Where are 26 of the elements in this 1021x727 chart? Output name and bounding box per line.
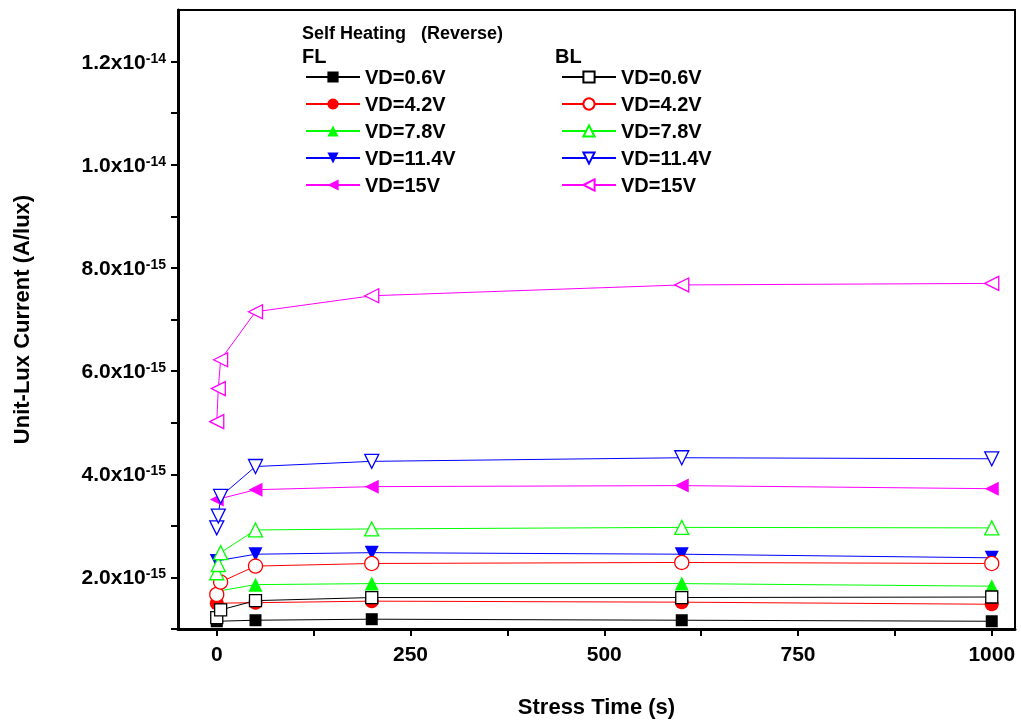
legend-label: VD=4.2V <box>365 93 447 115</box>
legend-label: VD=11.4V <box>365 147 457 169</box>
legend-label: VD=0.6V <box>365 66 447 88</box>
y-tick-label: 4.0x10$^{-15}$ <box>81 461 166 488</box>
x-tick-label: 1000 <box>968 642 1016 665</box>
y-tick-label: 1.0x10$^{-14}$ <box>81 151 166 178</box>
y-tick-label: 1.2x10$^{-14}$ <box>81 48 166 75</box>
y-tick-label: 2.0x10$^{-15}$ <box>81 564 166 591</box>
legend-title: Self Heating (Reverse) <box>302 23 504 43</box>
y-axis-title: Unit-Lux Current (A/lux) <box>8 194 34 445</box>
x-tick-label: 0 <box>210 642 223 665</box>
legend-label: VD=15V <box>365 174 441 196</box>
legend-label: VD=15V <box>621 174 697 196</box>
legend-label: VD=4.2V <box>621 93 703 115</box>
y-tick-label: 6.0x10$^{-15}$ <box>81 358 166 385</box>
x-tick-label: 250 <box>392 642 429 665</box>
annotation: BL <box>555 45 582 67</box>
x-axis-title: Stress Time (s) <box>517 693 676 719</box>
legend-label: VD=7.8V <box>621 120 703 142</box>
legend-label: VD=0.6V <box>621 66 703 88</box>
y-tick-label: 8.0x10$^{-15}$ <box>81 254 166 281</box>
legend-label: VD=7.8V <box>365 120 447 142</box>
legend-label: VD=11.4V <box>621 147 713 169</box>
x-tick-label: 750 <box>780 642 816 665</box>
annotation: FL <box>302 45 327 67</box>
x-tick-label: 500 <box>586 642 622 665</box>
